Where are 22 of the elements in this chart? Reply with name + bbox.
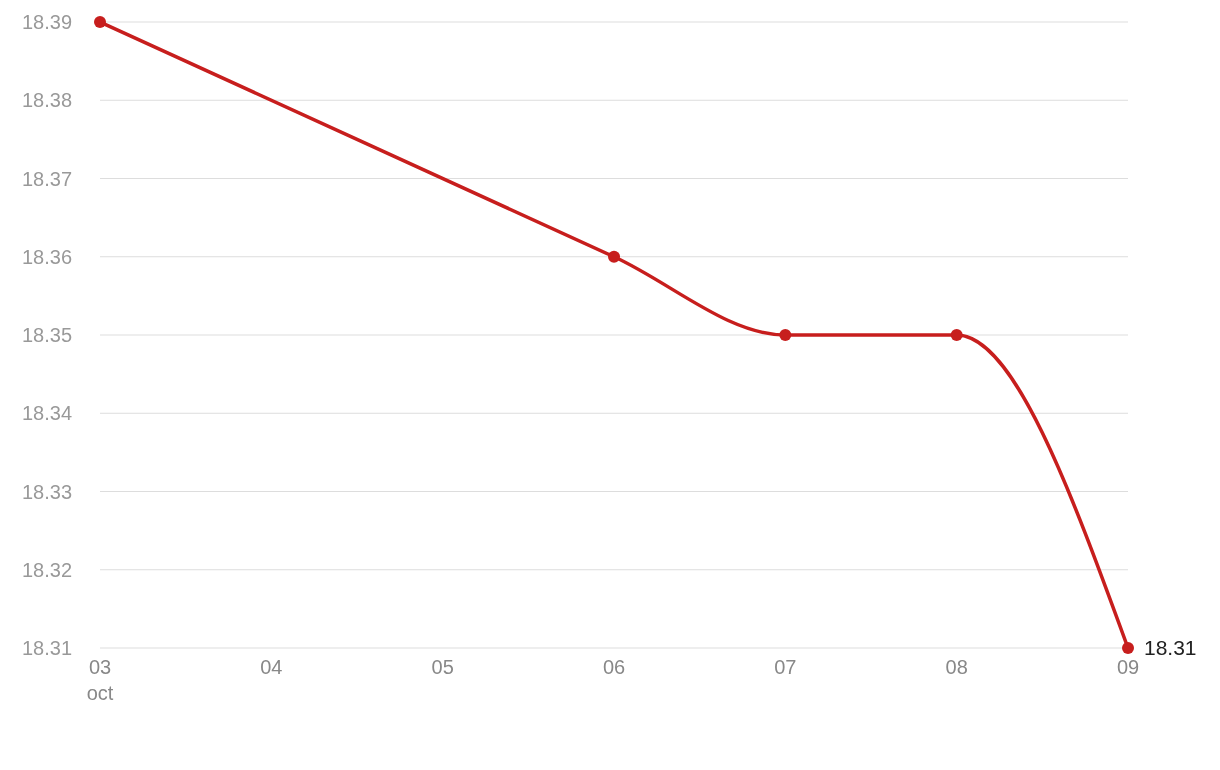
y-tick-label: 18.35 xyxy=(22,324,73,346)
point xyxy=(1122,642,1134,654)
y-tick-label: 18.36 xyxy=(22,245,73,268)
data-label: 18.31 xyxy=(1144,636,1197,659)
point xyxy=(94,16,106,28)
x-tick-label: 08 xyxy=(945,656,968,678)
x-tick-label: 04 xyxy=(260,656,283,678)
point xyxy=(779,329,792,341)
x-tick-label: 03 oct xyxy=(86,656,114,704)
y-tick-label: 18.39 xyxy=(22,11,73,33)
y-tick-label: 18.33 xyxy=(22,480,73,503)
x-tick-label: 07 xyxy=(774,656,797,678)
point xyxy=(608,250,620,263)
y-tick-label: 18.34 xyxy=(22,402,73,425)
y-tick-label: 18.32 xyxy=(22,558,73,581)
y-tick-label: 18.37 xyxy=(22,167,73,190)
x-tick-label: 05 xyxy=(431,656,454,678)
x-tick-label: 06 xyxy=(602,656,626,678)
y-tick-label: 18.31 xyxy=(22,637,73,659)
y-tick-label: 18.38 xyxy=(22,89,73,112)
x-tick-label: 09 xyxy=(1116,656,1140,678)
point xyxy=(950,329,963,341)
